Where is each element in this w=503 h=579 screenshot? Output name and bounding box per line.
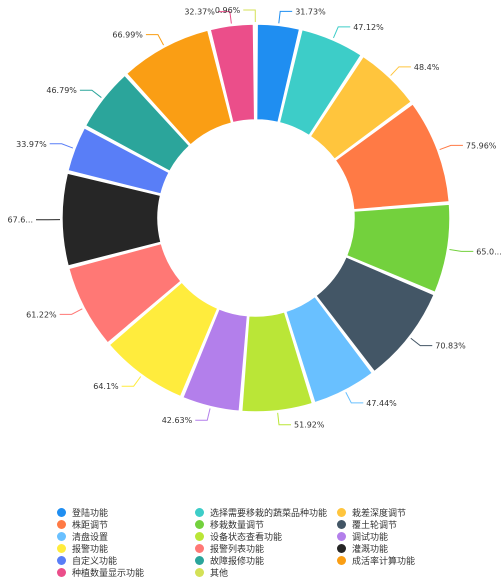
slice-label-line-14 (146, 35, 164, 46)
slice-label-line-4 (449, 249, 473, 251)
slice-label-line-2 (391, 67, 411, 76)
slice-label-2: 48.4% (414, 63, 440, 72)
slice-label-12: 33.97% (16, 140, 47, 149)
slice-label-line-9 (122, 377, 141, 387)
slice-label-1: 47.12% (353, 23, 384, 32)
slice-label-7: 51.92% (294, 421, 325, 430)
slice-label-8: 42.63% (162, 416, 193, 425)
slice-label-line-0 (279, 11, 292, 23)
slice-label-0: 31.73% (295, 7, 326, 16)
slice-label-line-5 (411, 338, 432, 345)
slice-label-line-1 (333, 27, 350, 38)
slice-label-line-12 (50, 144, 73, 148)
slice-label-line-7 (278, 413, 291, 425)
slice-label-line-16 (243, 10, 255, 22)
slice-label-line-13 (80, 90, 101, 97)
slice-label-3: 75.96% (466, 141, 497, 150)
slice-label-14: 66.99% (112, 31, 143, 40)
slice-label-6: 47.44% (366, 399, 397, 408)
slice-label-15: 32.37% (184, 8, 215, 17)
slice-label-line-10 (60, 309, 83, 315)
slice-label-line-8 (195, 409, 210, 421)
slice-label-11: 67.6... (8, 216, 33, 225)
slice-label-4: 65.0... (476, 247, 501, 256)
slice-label-13: 46.79% (46, 86, 77, 95)
slice-label-10: 61.22% (26, 310, 57, 319)
slice-label-5: 70.83% (435, 342, 466, 351)
slice-label-9: 64.1% (93, 382, 119, 391)
slice-label-line-3 (440, 145, 463, 149)
slice-label-16: 0.96% (215, 6, 241, 15)
slice-label-line-6 (346, 392, 363, 403)
